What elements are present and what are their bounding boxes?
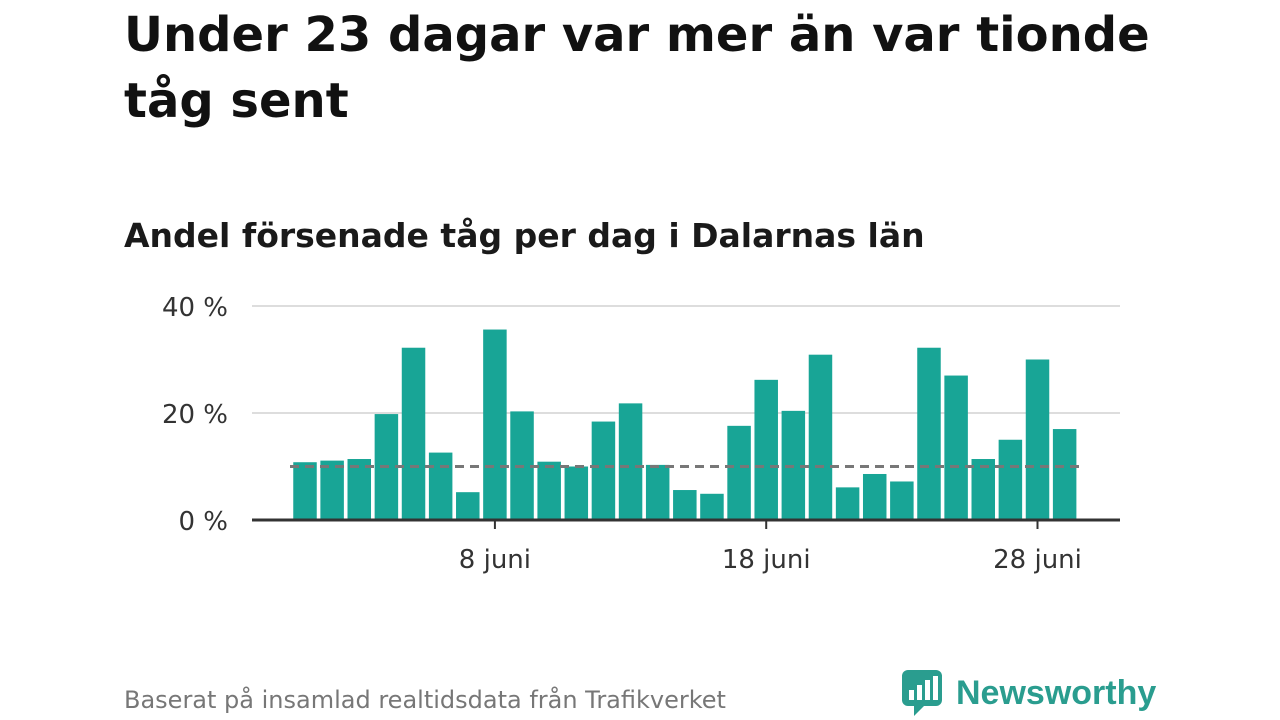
bar	[537, 461, 561, 520]
chart-subtitle: Andel försenade tåg per dag i Dalarnas l…	[124, 216, 925, 255]
bar	[645, 464, 670, 520]
bar	[754, 379, 778, 520]
y-axis-labels: 0 % 20 % 40 %	[162, 293, 228, 537]
bar	[700, 493, 724, 520]
bar	[1052, 429, 1077, 520]
brand-logo: Newsworthy	[900, 668, 1156, 718]
bar-chart: 0 % 20 % 40 % 8 juni 18 juni 28 juni	[162, 293, 1120, 575]
x-axis-labels: 8 juni 18 juni 28 juni	[459, 545, 1082, 575]
y-tick-label: 20 %	[162, 400, 228, 430]
x-tick-label: 18 juni	[722, 545, 811, 575]
bar	[401, 347, 426, 520]
bar	[890, 481, 914, 520]
bar	[1025, 359, 1050, 520]
x-tick-label: 8 juni	[459, 545, 531, 575]
chart-title: Under 23 dagar var mer än var tionde tåg…	[124, 7, 1150, 129]
bar	[862, 473, 887, 520]
bar	[727, 425, 751, 520]
gridlines	[252, 305, 1120, 414]
brand-name: Newsworthy	[956, 673, 1157, 712]
bar	[293, 462, 317, 520]
bar	[347, 459, 372, 520]
y-tick-label: 40 %	[162, 293, 228, 323]
bar	[483, 329, 507, 520]
bar	[428, 452, 453, 520]
source-note: Baserat på insamlad realtidsdata från Tr…	[124, 686, 726, 714]
x-axis	[252, 518, 1120, 529]
bar	[917, 347, 941, 520]
bar	[998, 439, 1023, 520]
bar	[673, 490, 697, 520]
bar	[618, 403, 643, 520]
bars	[293, 329, 1077, 520]
y-tick-label: 0 %	[178, 507, 228, 537]
bar	[456, 492, 480, 520]
bar	[591, 421, 616, 520]
bar	[808, 354, 833, 520]
bar	[320, 460, 344, 520]
bar	[944, 375, 968, 520]
bar	[835, 487, 860, 520]
bar	[564, 466, 589, 520]
bar	[971, 459, 995, 520]
x-tick-label: 28 juni	[993, 545, 1082, 575]
newsworthy-logo-icon	[902, 670, 942, 716]
